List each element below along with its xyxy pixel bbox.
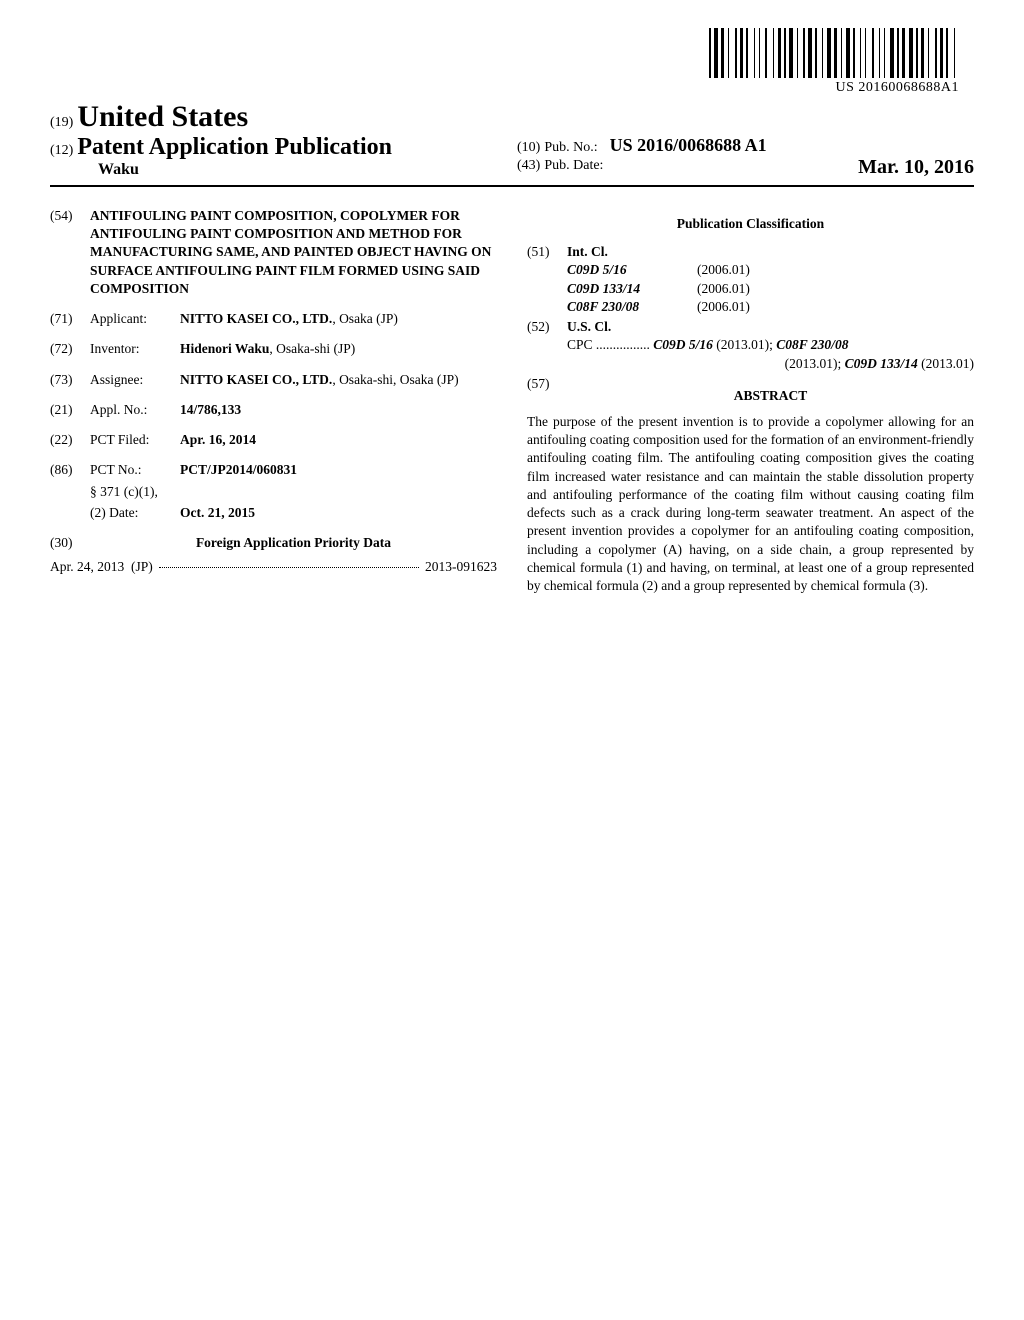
uscl-label: U.S. Cl.	[567, 318, 974, 336]
cpc-line1: CPC ................ C09D 5/16 (2013.01)…	[567, 336, 974, 354]
code-51: (51)	[527, 243, 567, 316]
code-54: (54)	[50, 207, 90, 298]
priority-heading: Foreign Application Priority Data	[90, 534, 497, 552]
cpc-1b: C08F 230/08	[776, 337, 848, 352]
cpc-1a-suffix: (2013.01);	[713, 337, 776, 352]
header-right: (10) Pub. No.: US 2016/0068688 A1 (43) P…	[507, 135, 974, 179]
doc-type: Patent Application Publication	[77, 134, 392, 160]
code-52: (52)	[527, 318, 567, 373]
intcl-row: C08F 230/08(2006.01)	[567, 298, 974, 316]
cpc-line2: (2013.01); C09D 133/14 (2013.01)	[567, 355, 974, 373]
code-22: (22)	[50, 431, 90, 449]
pubno-label: Pub. No.:	[544, 140, 597, 155]
label-22: PCT Filed:	[90, 431, 180, 449]
intcl-label: Int. Cl.	[567, 243, 974, 261]
label-73: Assignee:	[90, 371, 180, 389]
field-22: (22) PCT Filed: Apr. 16, 2014	[50, 431, 497, 449]
assignee-name: NITTO KASEI CO., LTD.	[180, 372, 332, 387]
field-71: (71) Applicant: NITTO KASEI CO., LTD., O…	[50, 310, 497, 328]
priority-country: (JP)	[131, 558, 153, 576]
priority-date: Apr. 24, 2013	[50, 558, 124, 576]
field-86: (86) PCT No.: PCT/JP2014/060831	[50, 461, 497, 479]
label-21: Appl. No.:	[90, 401, 180, 419]
intcl-code: C08F 230/08	[567, 298, 697, 316]
value-71: NITTO KASEI CO., LTD., Osaka (JP)	[180, 310, 497, 328]
applicant-suffix: , Osaka (JP)	[332, 311, 398, 326]
classification-heading: Publication Classification	[527, 215, 974, 233]
value-73: NITTO KASEI CO., LTD., Osaka-shi, Osaka …	[180, 371, 497, 389]
s371-date: Oct. 21, 2015	[180, 504, 497, 522]
intcl-version: (2006.01)	[697, 298, 750, 316]
s371-date-label: (2) Date:	[90, 504, 180, 522]
intcl-version: (2006.01)	[697, 280, 750, 298]
header: (19) United States (12) Patent Applicati…	[50, 100, 974, 179]
intcl-code: C09D 5/16	[567, 261, 697, 279]
code-57: (57)	[527, 375, 567, 413]
inventor-suffix: , Osaka-shi (JP)	[269, 341, 355, 356]
invention-title: ANTIFOULING PAINT COMPOSITION, COPOLYMER…	[90, 207, 497, 298]
field-51: (51) Int. Cl. C09D 5/16(2006.01)C09D 133…	[527, 243, 974, 316]
label-71: Applicant:	[90, 310, 180, 328]
barcode-text: US 20160068688A1	[709, 80, 959, 96]
field-21: (21) Appl. No.: 14/786,133	[50, 401, 497, 419]
cpc-2-suffix1: (2013.01);	[785, 356, 845, 371]
intcl-row: C09D 5/16(2006.01)	[567, 261, 974, 279]
field-86-sub1: § 371 (c)(1),	[50, 483, 497, 501]
barcode-graphic	[709, 28, 959, 78]
body-columns: (54) ANTIFOULING PAINT COMPOSITION, COPO…	[50, 207, 974, 595]
inventor-header: Waku	[50, 161, 507, 179]
appl-no: 14/786,133	[180, 401, 497, 419]
code-86: (86)	[50, 461, 90, 479]
code-21: (21)	[50, 401, 90, 419]
pct-filed: Apr. 16, 2014	[180, 431, 497, 449]
pubno-value: US 2016/0068688 A1	[610, 135, 767, 155]
inventor-name: Hidenori Waku	[180, 341, 269, 356]
header-rule	[50, 185, 974, 187]
cpc-2-suffix2: (2013.01)	[918, 356, 974, 371]
field-30: (30) Foreign Application Priority Data	[50, 534, 497, 552]
abstract-body: The purpose of the present invention is …	[527, 413, 974, 595]
priority-number: 2013-091623	[425, 558, 497, 576]
field-86-sub2: (2) Date: Oct. 21, 2015	[50, 504, 497, 522]
code-72: (72)	[50, 340, 90, 358]
prefix-10: (10)	[517, 140, 540, 155]
prefix-19: (19)	[50, 115, 73, 130]
value-72: Hidenori Waku, Osaka-shi (JP)	[180, 340, 497, 358]
abstract-header: (57) ABSTRACT	[527, 375, 974, 413]
prefix-43: (43)	[517, 158, 540, 173]
cpc-label: CPC	[567, 337, 593, 352]
field-73: (73) Assignee: NITTO KASEI CO., LTD., Os…	[50, 371, 497, 389]
pubdate-label: Pub. Date:	[544, 158, 603, 173]
priority-dots	[159, 558, 419, 568]
label-86: PCT No.:	[90, 461, 180, 479]
header-left: (19) United States (12) Patent Applicati…	[50, 100, 507, 179]
pct-no: PCT/JP2014/060831	[180, 461, 497, 479]
cpc-1a: C09D 5/16	[653, 337, 713, 352]
label-72: Inventor:	[90, 340, 180, 358]
field-54: (54) ANTIFOULING PAINT COMPOSITION, COPO…	[50, 207, 497, 298]
country-title: United States	[77, 100, 248, 133]
left-column: (54) ANTIFOULING PAINT COMPOSITION, COPO…	[50, 207, 497, 595]
intcl-row: C09D 133/14(2006.01)	[567, 280, 974, 298]
applicant-name: NITTO KASEI CO., LTD.	[180, 311, 332, 326]
code-30: (30)	[50, 534, 90, 552]
pubdate-value: Mar. 10, 2016	[858, 156, 974, 179]
s371-label: § 371 (c)(1),	[90, 483, 497, 501]
cpc-2b: C09D 133/14	[845, 356, 918, 371]
barcode-block: US 20160068688A1	[709, 28, 959, 96]
code-73: (73)	[50, 371, 90, 389]
priority-row: Apr. 24, 2013 (JP) 2013-091623	[50, 558, 497, 576]
intcl-version: (2006.01)	[697, 261, 750, 279]
field-72: (72) Inventor: Hidenori Waku, Osaka-shi …	[50, 340, 497, 358]
right-column: Publication Classification (51) Int. Cl.…	[527, 207, 974, 595]
field-52: (52) U.S. Cl. CPC ................ C09D …	[527, 318, 974, 373]
intcl-code: C09D 133/14	[567, 280, 697, 298]
code-71: (71)	[50, 310, 90, 328]
intcl-rows: C09D 5/16(2006.01)C09D 133/14(2006.01)C0…	[567, 261, 974, 316]
assignee-suffix: , Osaka-shi, Osaka (JP)	[332, 372, 458, 387]
abstract-heading: ABSTRACT	[567, 387, 974, 405]
prefix-12: (12)	[50, 143, 73, 158]
